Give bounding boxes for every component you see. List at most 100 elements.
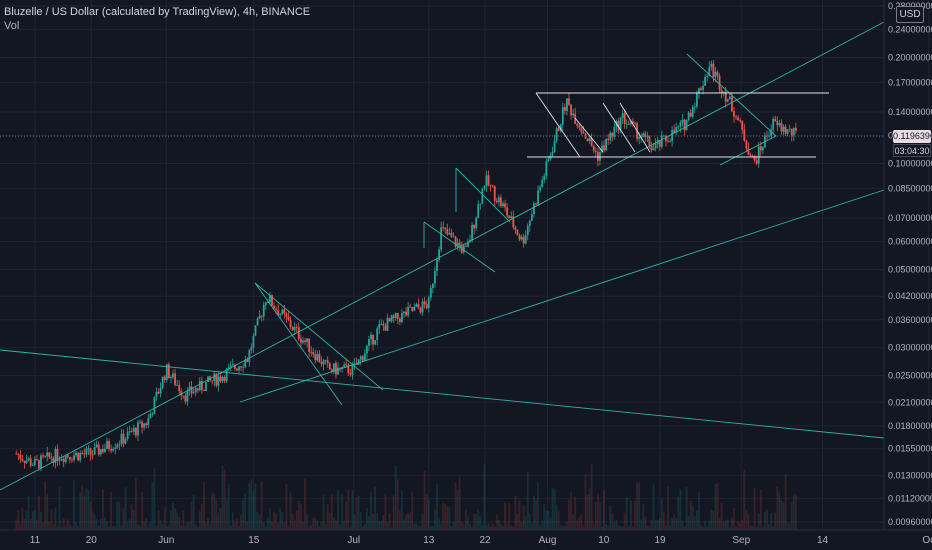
volume-bar xyxy=(217,512,220,530)
volume-bar xyxy=(747,514,750,530)
candle-body xyxy=(596,152,599,161)
candle-body xyxy=(702,85,704,90)
candle-body xyxy=(452,236,455,238)
candle-body xyxy=(359,356,362,360)
candle-body xyxy=(15,453,18,455)
candle-body xyxy=(768,135,770,137)
price-axis[interactable]: 0.280000000.240000000.200000000.17000000… xyxy=(883,0,932,530)
candle-body xyxy=(223,377,226,382)
volume-bar xyxy=(299,503,302,530)
candle-body xyxy=(563,107,566,111)
candle-body xyxy=(473,224,476,229)
volume-bar xyxy=(611,513,614,530)
candle-body xyxy=(559,124,562,131)
candle-body xyxy=(605,139,608,151)
volume-bar xyxy=(584,474,587,530)
volume-bar xyxy=(398,510,401,530)
candle-body xyxy=(578,125,581,128)
candle-body xyxy=(151,413,154,415)
volume-bar xyxy=(578,516,581,530)
volume-bar xyxy=(77,526,80,530)
candle-body xyxy=(137,422,139,436)
candle-body xyxy=(753,156,756,161)
candle-body xyxy=(60,459,63,461)
candle-body xyxy=(71,459,73,461)
y-tick-label: 0.00960000 xyxy=(888,517,932,527)
candle-body xyxy=(644,133,647,138)
candle-body xyxy=(89,448,92,455)
volume-bar xyxy=(755,526,758,530)
volume-bar xyxy=(266,517,269,530)
candle-body xyxy=(233,364,236,369)
candle-body xyxy=(101,449,104,453)
trend-line xyxy=(423,221,496,273)
volume-bar xyxy=(537,482,539,530)
volume-bar xyxy=(31,511,34,530)
candle-body xyxy=(586,138,589,142)
volume-bar xyxy=(33,510,36,530)
volume-bar xyxy=(677,496,680,530)
candle-body xyxy=(650,145,653,151)
candle-body xyxy=(479,203,482,205)
volume-bar xyxy=(619,525,622,530)
candle-body xyxy=(66,455,69,458)
volume-bar xyxy=(522,505,525,530)
volume-bars xyxy=(15,463,797,530)
candle-body xyxy=(530,214,533,221)
candle-body xyxy=(104,448,106,453)
candle-body xyxy=(318,353,321,363)
candle-body xyxy=(159,387,162,394)
candle-body xyxy=(328,363,331,370)
volume-bar xyxy=(56,526,59,530)
x-tick-label: 20 xyxy=(86,535,98,546)
candle-body xyxy=(73,455,75,461)
volume-bar xyxy=(108,526,110,530)
candle-body xyxy=(85,448,88,455)
volume-bar xyxy=(203,481,205,530)
candle-body xyxy=(19,454,22,460)
candle-body xyxy=(537,190,539,205)
time-axis[interactable]: 11 20 Jun 15 Jul 13 22 Aug 10 19 Sep 14 Oc xyxy=(0,529,932,546)
candle-body xyxy=(188,386,191,390)
volume-bar xyxy=(347,489,350,530)
candle-body xyxy=(776,121,779,126)
candle-body xyxy=(368,339,370,346)
candle-body xyxy=(242,367,245,368)
candle-body xyxy=(120,433,123,445)
candle-body xyxy=(316,353,319,361)
candle-body xyxy=(520,236,523,240)
volume-bar xyxy=(665,525,667,530)
candle-body xyxy=(254,325,257,336)
candle-body xyxy=(161,376,164,388)
candle-body xyxy=(431,283,434,288)
volume-bar xyxy=(623,512,626,530)
volume-bar xyxy=(555,504,558,530)
currency-button[interactable]: USD xyxy=(896,6,924,23)
candle-body xyxy=(609,132,612,141)
volume-bar xyxy=(382,515,385,530)
candle-body xyxy=(64,455,67,462)
candle-body xyxy=(75,452,77,456)
volume-bar xyxy=(190,501,193,530)
volume-bar xyxy=(613,521,616,530)
volume-bar xyxy=(64,524,67,530)
candle-body xyxy=(508,215,511,219)
candle-body xyxy=(458,242,461,246)
volume-bar xyxy=(231,512,234,530)
volume-bar xyxy=(434,508,436,530)
trend-line xyxy=(719,135,777,166)
volume-bar xyxy=(285,483,288,530)
volume-bar xyxy=(541,520,544,530)
trend-line xyxy=(602,102,636,153)
volume-bar xyxy=(60,526,63,530)
volume-bar xyxy=(759,489,762,530)
candle-body xyxy=(322,360,325,365)
volume-bar xyxy=(421,513,424,530)
candle-body xyxy=(716,71,719,76)
volume-bar xyxy=(629,500,632,530)
volume-bar xyxy=(539,524,542,530)
volume-bar xyxy=(477,509,480,530)
candle-body xyxy=(568,98,570,105)
candle-body xyxy=(244,359,247,368)
